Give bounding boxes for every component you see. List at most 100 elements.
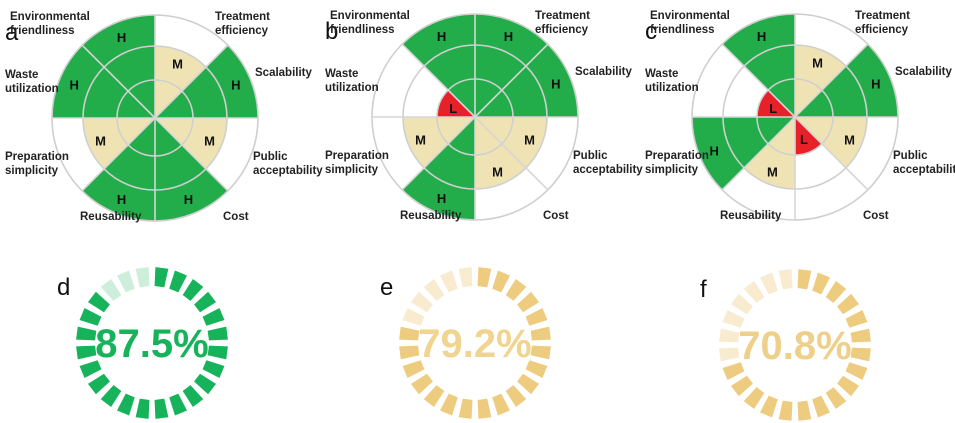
ring-segment-empty [423,278,445,301]
axis-label-line: Treatment [215,11,270,23]
axis-label-line: Scalability [255,67,312,79]
grid-spoke [81,44,156,119]
ring-segment-empty [100,278,122,301]
ring-segment-filled [850,347,871,362]
ring-segment-empty [759,272,778,295]
ring-segment-filled [423,385,445,408]
level-label: H [871,77,880,92]
level-label: L [800,132,808,147]
sector-0 [155,46,206,118]
ring-segment-filled [79,307,102,326]
ring-segment-filled [169,270,188,293]
ring-segment-filled [439,393,458,416]
axis-label-line: friendliness [650,24,715,36]
axis-label: Environmental friendliness [650,10,730,36]
axis-label-line: Cost [543,210,569,222]
axis-label-line: Treatment [535,10,590,22]
ring-segment-empty [722,309,745,328]
ring-segment-filled [530,326,551,341]
axis-label-line: Waste [5,69,38,81]
ring-segment-empty [458,267,473,288]
ring-chart-e: e 79.2% [380,267,551,419]
ring-chart-d: d 87.5% [57,267,228,419]
ring-segment-filled [825,387,847,410]
panel-label: c [645,18,657,45]
axis-label-line: Preparation [325,150,389,162]
ring-segment-filled [207,345,228,360]
grid-spoke [721,116,796,191]
axis-label-line: Scalability [895,66,952,78]
axis-label: Environmental friendliness [330,10,410,36]
axis-label: Public acceptability [573,150,643,176]
ring-segment-filled [743,387,765,410]
ring-segment-filled [402,360,425,379]
grid-spoke [794,43,869,118]
axis-label-line: Public [893,150,928,162]
ring-segment-empty [439,270,458,293]
ring-segment-filled [825,280,847,303]
sector-2 [795,117,867,168]
ring-segment-filled [517,373,540,395]
ring-segment-empty [778,269,793,290]
level-label: H [69,78,78,93]
ring-segment-filled [154,267,169,288]
axis-label-line: Reusability [80,211,142,223]
axis-label: Preparation simplicity [645,150,709,176]
sector-3 [795,117,822,155]
axis-label-line: efficiency [855,24,909,36]
level-label: M [172,56,183,71]
axis-label-line: utilization [325,82,379,94]
axis-label-line: Preparation [645,150,709,162]
level-label: M [844,133,855,148]
ring-segment-empty [743,280,765,303]
sector-4 [82,118,155,221]
ring-segment-empty [719,347,740,362]
ring-segment-filled [116,393,135,416]
ring-segment-filled [399,345,420,360]
sector-1 [155,45,258,119]
ring-segment-filled [778,400,793,421]
ring-segment-filled [410,373,433,395]
ring-segment-filled [182,278,204,301]
axis-label: Reusability [400,210,462,222]
sector-7 [82,15,155,118]
axis-label: Treatment efficiency [215,11,270,37]
axis-label-line: Environmental [330,10,410,22]
ring-segment-empty [402,307,425,326]
grid-spoke [81,117,156,192]
ring-segment-filled [845,309,868,328]
sector-7 [402,14,475,117]
axis-label: Environmental friendliness [10,11,90,37]
ring-segment-filled [135,398,150,419]
sector-3 [475,117,526,189]
sector-1 [475,44,578,118]
axis-label-line: acceptability [253,165,323,177]
level-label: L [449,101,457,116]
level-label: H [231,78,240,93]
ring-segment-filled [492,393,511,416]
axis-label-line: Environmental [10,11,90,23]
axis-label-line: efficiency [215,25,269,37]
level-label: M [767,165,778,180]
axis-label: Waste utilization [5,69,59,95]
percentage-label: 87.5% [95,322,208,366]
grid-spoke [154,117,229,192]
level-label: H [437,29,446,44]
sector-0 [475,14,548,117]
level-label: H [709,143,718,158]
axis-label: Reusability [80,211,142,223]
radar-chart-c: c M H M L M H L H Treatment efficiency Scalability P… [645,10,955,222]
level-label: M [812,55,823,70]
ring-segment-filled [207,326,228,341]
sector-2 [475,117,547,168]
axis-label-line: Environmental [650,10,730,22]
grid-spoke [721,43,796,118]
axis-label-line: acceptability [573,164,643,176]
ring-segment-filled [194,291,217,313]
axis-label: Scalability [255,67,312,79]
axis-label-line: Cost [863,210,889,222]
ring-segment-filled [477,267,492,288]
axis-label-line: Cost [223,211,249,223]
axis-label: Public acceptability [893,150,955,176]
